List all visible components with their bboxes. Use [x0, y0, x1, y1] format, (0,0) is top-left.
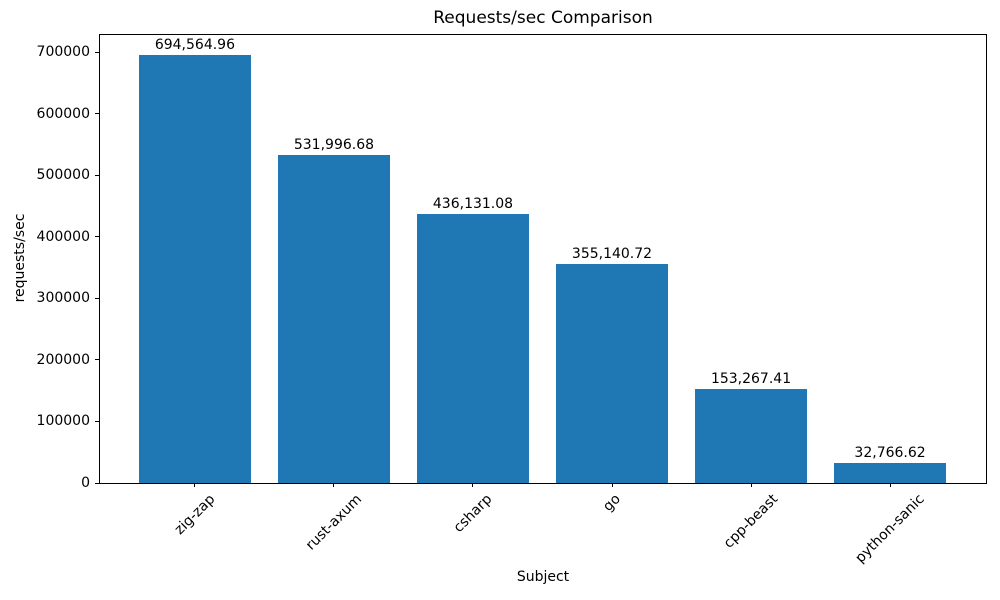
- x-tick-mark: [889, 483, 891, 487]
- plot-area: 0 100000 200000 300000 400000 500000 600000 700…: [37, 34, 986, 566]
- x-tick-label: rust-axum: [302, 491, 366, 554]
- bar-value-label: 436,131.08: [432, 196, 514, 213]
- y-tick-label: 300000: [36, 290, 90, 307]
- y-tick-mark: [95, 113, 99, 115]
- y-tick-mark: [95, 297, 99, 299]
- bar-csharp: [417, 214, 529, 483]
- y-tick-mark: [95, 236, 99, 238]
- x-tick-mark: [333, 483, 335, 487]
- x-tick-label: python-sanic: [852, 491, 928, 567]
- bar-value-label: 531,996.68: [293, 137, 375, 154]
- y-tick-label: 200000: [36, 351, 90, 368]
- x-tick-label: csharp: [450, 491, 496, 536]
- y-tick-label: 0: [81, 475, 90, 491]
- y-tick-label: 700000: [36, 44, 90, 61]
- bar-go: [556, 264, 668, 483]
- x-tick-mark: [750, 483, 752, 487]
- bar-python-sanic: [834, 462, 946, 483]
- y-tick-label: 100000: [36, 413, 90, 430]
- bar-zig-zap: [139, 55, 251, 483]
- bar-value-label: 355,140.72: [571, 246, 653, 263]
- x-tick-mark: [194, 483, 196, 487]
- x-axis-label: Subject: [516, 569, 570, 585]
- x-tick-label: cpp-beast: [720, 491, 782, 552]
- bar-rust-axum: [278, 155, 390, 483]
- bar-cpp-beast: [695, 388, 807, 483]
- bar-value-label: 153,267.41: [710, 370, 792, 387]
- y-tick-label: 600000: [36, 105, 90, 122]
- y-tick-mark: [95, 359, 99, 361]
- y-tick-mark: [95, 420, 99, 422]
- chart-title: Requests/sec Comparison: [433, 8, 653, 28]
- x-tick-mark: [611, 483, 613, 487]
- bar-value-label: 694,564.96: [154, 37, 236, 54]
- y-tick-mark: [95, 482, 99, 484]
- x-tick-mark: [472, 483, 474, 487]
- y-axis-label: requests/sec: [12, 213, 28, 303]
- y-tick-mark: [95, 51, 99, 53]
- y-tick-label: 500000: [36, 167, 90, 184]
- y-tick-label: 400000: [36, 228, 90, 245]
- x-tick-label: go: [600, 491, 624, 515]
- x-tick-label: zig-zap: [171, 491, 219, 538]
- bar-value-label: 32,766.62: [854, 444, 926, 461]
- y-tick-mark: [95, 174, 99, 176]
